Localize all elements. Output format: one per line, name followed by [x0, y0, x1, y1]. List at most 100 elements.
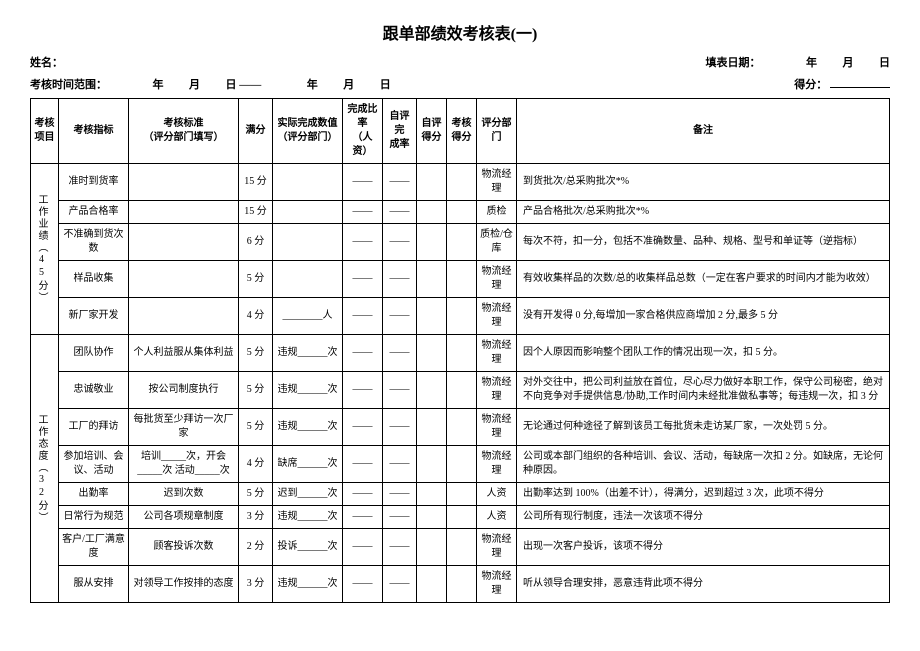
col-full: 满分 [239, 99, 273, 164]
cell-self-score [417, 298, 447, 335]
cell-self-score [417, 529, 447, 566]
cell-self-score [417, 506, 447, 529]
col-actual-l2: （评分部门） [278, 132, 338, 143]
cell-dept: 物流经理 [477, 446, 517, 483]
cell-dept: 质检 [477, 201, 517, 224]
cell-actual: 违规______次 [273, 372, 343, 409]
cell-full: 3 分 [239, 566, 273, 603]
cell-standard: 迟到次数 [129, 483, 239, 506]
cell-indicator: 工厂的拜访 [59, 409, 129, 446]
col-score-l1: 考核 [452, 118, 472, 129]
cell-actual: 迟到______次 [273, 483, 343, 506]
cell-standard [129, 298, 239, 335]
dash-label: —— [239, 79, 261, 91]
cell-dept: 质检/仓库 [477, 224, 517, 261]
cell-self-rate: —— [383, 529, 417, 566]
cell-self-score [417, 224, 447, 261]
col-score-l2: 得分 [452, 132, 472, 143]
cell-ratio: —— [343, 483, 383, 506]
cell-self-score [417, 372, 447, 409]
cell-dept: 人资 [477, 483, 517, 506]
year-label: 年 [806, 57, 817, 69]
col-standard: 考核标准 （评分部门填写） [129, 99, 239, 164]
cell-ratio: —— [343, 261, 383, 298]
cell-score [447, 224, 477, 261]
cell-self-rate: —— [383, 335, 417, 372]
cell-self-rate: —— [383, 446, 417, 483]
cell-full: 5 分 [239, 335, 273, 372]
cell-actual [273, 224, 343, 261]
cell-ratio: —— [343, 164, 383, 201]
cell-score [447, 446, 477, 483]
cell-remark: 有效收集样品的次数/总的收集样品总数（一定在客户要求的时间内才能为收效） [517, 261, 890, 298]
col-selfs-l1: 自评 [422, 118, 442, 129]
cell-actual: 违规______次 [273, 335, 343, 372]
cell-indicator: 样品收集 [59, 261, 129, 298]
cell-standard: 对领导工作按排的态度 [129, 566, 239, 603]
cell-indicator: 出勤率 [59, 483, 129, 506]
cell-standard: 个人利益服从集体利益 [129, 335, 239, 372]
cell-actual: 违规______次 [273, 409, 343, 446]
cell-standard [129, 164, 239, 201]
col-ratio-l1: 完成比率 [348, 104, 378, 129]
col-ratio: 完成比率 （人资） [343, 99, 383, 164]
cell-score [447, 483, 477, 506]
cell-ratio: —— [343, 224, 383, 261]
cell-remark: 公司或本部门组织的各种培训、会议、活动，每缺席一次扣 2 分。如缺席，无论何种原… [517, 446, 890, 483]
cell-standard: 按公司制度执行 [129, 372, 239, 409]
cell-dept: 人资 [477, 506, 517, 529]
cell-self-score [417, 261, 447, 298]
table-row: 日常行为规范公司各项规章制度3 分违规______次————人资公司所有现行制度… [31, 506, 890, 529]
section-label: 工作态度（32分） [34, 414, 48, 524]
table-row: 工作态度（32分）团队协作个人利益服从集体利益5 分违规______次————物… [31, 335, 890, 372]
cell-dept: 物流经理 [477, 372, 517, 409]
cell-dept: 物流经理 [477, 529, 517, 566]
cell-score [447, 261, 477, 298]
cell-actual: 缺席______次 [273, 446, 343, 483]
table-row: 新厂家开发4 分________人————物流经理没有开发得 0 分,每增加一家… [31, 298, 890, 335]
cell-self-rate: —— [383, 201, 417, 224]
year-label-3: 年 [307, 79, 318, 91]
col-self-rate: 自评完 成率 [383, 99, 417, 164]
col-remark: 备注 [517, 99, 890, 164]
header-row-2: 考核时间范围： 年 月 日 —— 年 月 日 得分： [30, 76, 890, 92]
table-row: 不准确到货次数6 分————质检/仓库每次不符，扣一分，包括不准确数量、品种、规… [31, 224, 890, 261]
score-underline [830, 76, 890, 88]
day-label: 日 [879, 57, 890, 69]
assessment-table: 考核项目 考核指标 考核标准 （评分部门填写） 满分 实际完成数值 （评分部门）… [30, 98, 890, 603]
cell-ratio: —— [343, 566, 383, 603]
cell-actual: 违规______次 [273, 566, 343, 603]
cell-self-rate: —— [383, 409, 417, 446]
cell-self-rate: —— [383, 164, 417, 201]
cell-indicator: 新厂家开发 [59, 298, 129, 335]
cell-self-score [417, 566, 447, 603]
cell-remark: 无论通过何种途径了解到该员工每批货未走访某厂家，一次处罚 5 分。 [517, 409, 890, 446]
cell-dept: 物流经理 [477, 298, 517, 335]
day-label-2: 日 [226, 79, 237, 91]
cell-score [447, 529, 477, 566]
cell-standard: 顾客投诉次数 [129, 529, 239, 566]
col-selfs-l2: 得分 [422, 132, 442, 143]
table-row: 客户/工厂满意度顾客投诉次数2 分投诉______次————物流经理出现一次客户… [31, 529, 890, 566]
cell-indicator: 参加培训、会议、活动 [59, 446, 129, 483]
cell-full: 15 分 [239, 201, 273, 224]
col-standard-l2: （评分部门填写） [144, 132, 224, 143]
col-selfr-l2: 成率 [390, 139, 410, 150]
cell-remark: 产品合格批次/总采购批次*% [517, 201, 890, 224]
month-label-3: 月 [343, 79, 354, 91]
table-body: 工作业绩（45分）准时到货率15 分————物流经理到货批次/总采购批次*%产品… [31, 164, 890, 603]
cell-full: 5 分 [239, 372, 273, 409]
col-score: 考核 得分 [447, 99, 477, 164]
cell-remark: 出现一次客户投诉，该项不得分 [517, 529, 890, 566]
range-label: 考核时间范围： [30, 79, 107, 91]
table-row: 服从安排对领导工作按排的态度3 分违规______次————物流经理听从领导合理… [31, 566, 890, 603]
cell-dept: 物流经理 [477, 261, 517, 298]
cell-dept: 物流经理 [477, 335, 517, 372]
cell-actual: ________人 [273, 298, 343, 335]
cell-score [447, 164, 477, 201]
cell-self-rate: —— [383, 261, 417, 298]
page-title: 跟单部绩效考核表(一) [30, 20, 890, 44]
cell-self-score [417, 201, 447, 224]
header-row-1: 姓名： 填表日期： 年 月 日 [30, 54, 890, 70]
col-indicator: 考核指标 [59, 99, 129, 164]
